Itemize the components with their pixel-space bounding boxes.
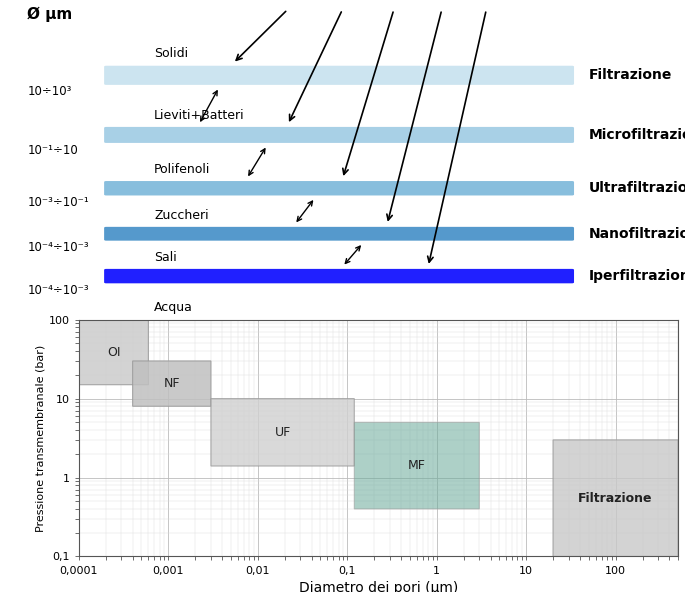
FancyBboxPatch shape: [104, 66, 574, 85]
Text: Solidi: Solidi: [154, 47, 188, 60]
X-axis label: Diametro dei pori (μm): Diametro dei pori (μm): [299, 581, 458, 592]
Text: Filtrazione: Filtrazione: [589, 68, 673, 82]
Text: Sali: Sali: [154, 250, 177, 263]
Text: Iperfiltrazione: Iperfiltrazione: [589, 269, 685, 283]
FancyBboxPatch shape: [133, 361, 211, 406]
FancyBboxPatch shape: [79, 320, 149, 385]
FancyBboxPatch shape: [211, 398, 354, 466]
FancyBboxPatch shape: [553, 440, 678, 556]
Text: Filtrazione: Filtrazione: [578, 492, 653, 505]
Text: 10⁻⁴÷10⁻³: 10⁻⁴÷10⁻³: [27, 242, 89, 255]
Text: UF: UF: [275, 426, 290, 439]
Text: Lieviti+Batteri: Lieviti+Batteri: [154, 108, 245, 121]
Text: 10⁻¹÷10: 10⁻¹÷10: [27, 143, 78, 156]
Text: OI: OI: [107, 346, 121, 359]
Text: MF: MF: [408, 459, 426, 472]
FancyBboxPatch shape: [104, 127, 574, 143]
FancyBboxPatch shape: [354, 422, 480, 509]
FancyBboxPatch shape: [104, 181, 574, 195]
Text: Microfiltrazione: Microfiltrazione: [589, 128, 685, 142]
Text: Ø μm: Ø μm: [27, 7, 73, 22]
Text: 10⁻³÷10⁻¹: 10⁻³÷10⁻¹: [27, 196, 89, 209]
Text: Acqua: Acqua: [154, 301, 193, 314]
Text: Nanofiltrazione: Nanofiltrazione: [589, 227, 685, 241]
Y-axis label: Pressione transmembranale (bar): Pressione transmembranale (bar): [36, 345, 46, 532]
Text: 10⁻⁴÷10⁻³: 10⁻⁴÷10⁻³: [27, 284, 89, 297]
Text: NF: NF: [164, 377, 180, 390]
Text: Ultrafiltrazione: Ultrafiltrazione: [589, 181, 685, 195]
Text: Polifenoli: Polifenoli: [154, 163, 210, 176]
Text: Zuccheri: Zuccheri: [154, 208, 209, 221]
FancyBboxPatch shape: [104, 269, 574, 284]
Text: 10÷10³: 10÷10³: [27, 85, 72, 98]
FancyBboxPatch shape: [104, 227, 574, 241]
